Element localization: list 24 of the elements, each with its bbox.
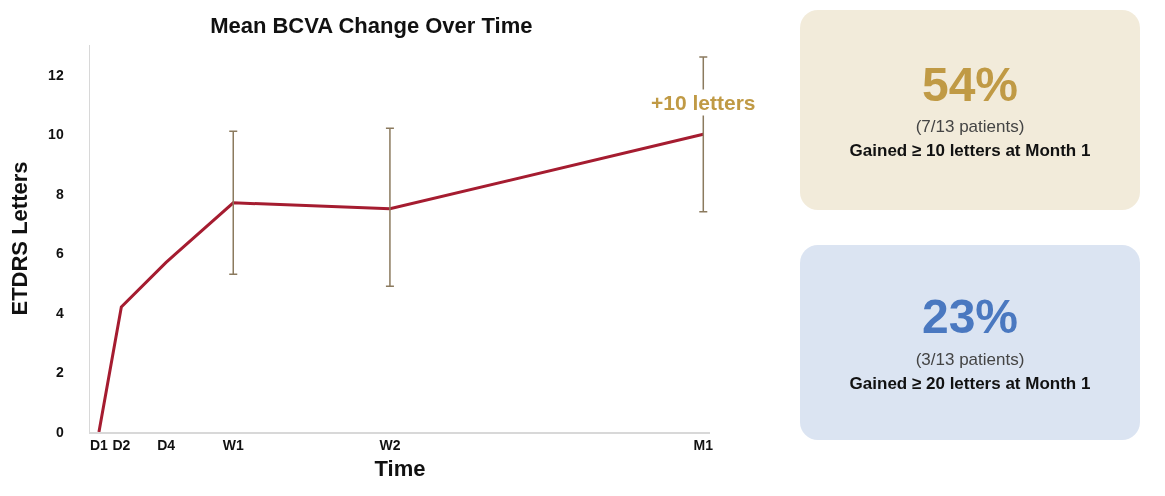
x-tick-label: W1 bbox=[222, 437, 244, 454]
x-tick-label: D2 bbox=[112, 437, 131, 454]
y-tick-label: 10 bbox=[48, 126, 64, 143]
x-tick-label: D4 bbox=[157, 437, 176, 454]
y-tick-label: 6 bbox=[55, 245, 64, 262]
y-axis-title: ETDRS Letters bbox=[7, 161, 33, 316]
y-tick-label: 8 bbox=[55, 185, 64, 202]
y-tick-label: 0 bbox=[55, 423, 64, 440]
text: Gained ≥ 10 letters at Month 1 bbox=[849, 141, 1091, 162]
x-tick-label: M1 bbox=[693, 437, 714, 454]
y-tick-label: 12 bbox=[48, 66, 64, 83]
y-tick-label: 2 bbox=[55, 364, 64, 381]
line-series bbox=[97, 132, 705, 432]
x-tick-label: W2 bbox=[379, 437, 401, 454]
x-axis-title: Time bbox=[374, 455, 426, 481]
text: Gained ≥ 20 letters at Month 1 bbox=[849, 373, 1091, 394]
text: 54% bbox=[921, 57, 1019, 112]
x-tick-label: D1 bbox=[90, 437, 109, 454]
text: (7/13 patients) bbox=[915, 117, 1025, 138]
text: (3/13 patients) bbox=[915, 349, 1025, 370]
y-tick-label: 4 bbox=[55, 304, 64, 321]
annotation: +10 letters bbox=[651, 91, 756, 114]
chart-title: Mean BCVA Change Over Time bbox=[210, 12, 533, 38]
text: 23% bbox=[921, 290, 1019, 344]
